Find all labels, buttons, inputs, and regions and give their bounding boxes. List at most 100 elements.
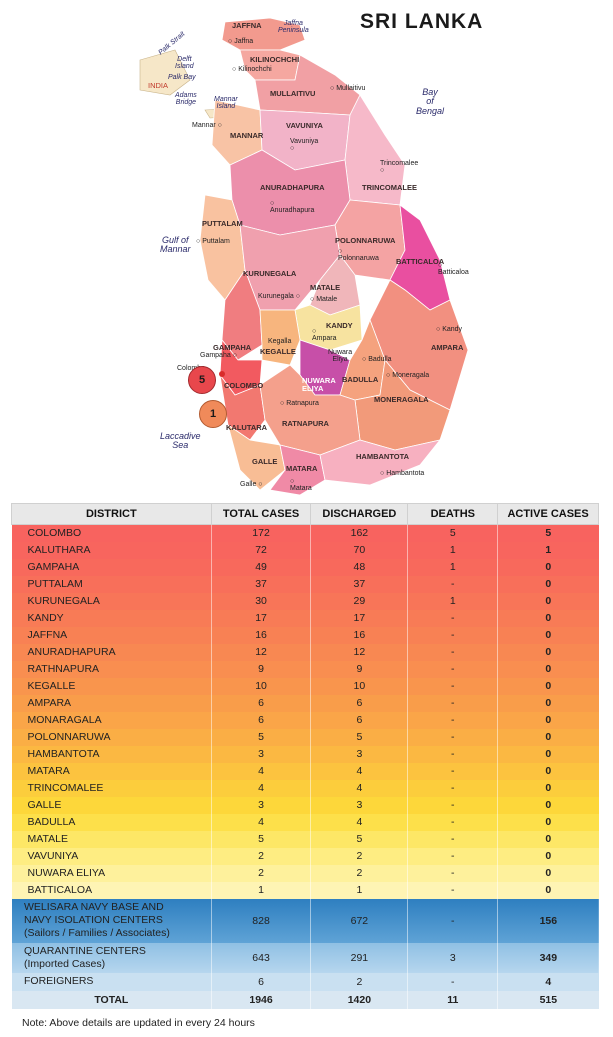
cell-district: TRINCOMALEE bbox=[27, 782, 104, 794]
table-row: KANDY 17 17-0 bbox=[11, 609, 599, 627]
district-shape-ratnapura bbox=[259, 364, 361, 456]
cell-deaths: 1 bbox=[407, 558, 498, 576]
cell-discharged: 4 bbox=[310, 762, 408, 780]
cell-total-cases: 5 bbox=[210, 830, 311, 848]
cell-discharged: 6 bbox=[310, 711, 408, 729]
special-name-line: WELISARA NAVY BASE AND bbox=[24, 901, 164, 913]
cell-deaths: - bbox=[407, 694, 498, 712]
cell-district: POLONNARUWA bbox=[27, 731, 111, 743]
cell-deaths: - bbox=[407, 745, 498, 763]
cell-total-cases: 37 bbox=[210, 575, 311, 593]
table-row: GALLE 3 3-0 bbox=[11, 796, 599, 814]
cell-district: KURUNEGALA bbox=[27, 595, 100, 607]
cell-discharged: 29 bbox=[310, 592, 408, 610]
colombo-dot bbox=[219, 371, 225, 377]
case-marker-colombo[interactable]: 5 bbox=[188, 366, 216, 394]
town-anuradhapura: ○ Anuradhapura bbox=[270, 200, 315, 214]
cell-total-cases: 9 bbox=[210, 660, 311, 678]
cell-total-cases: 5 bbox=[210, 728, 311, 746]
sea-delft-island: Delft Island bbox=[175, 56, 194, 71]
cell-district: KALUTHARA bbox=[27, 544, 91, 556]
district-shape-jaffna bbox=[221, 17, 306, 51]
cell-discharged: 17 bbox=[310, 609, 408, 627]
update-note: Note: Above details are updated in every… bbox=[22, 1017, 255, 1029]
cell-discharged: 3 bbox=[310, 796, 408, 814]
cell-total-cases: 828 bbox=[210, 898, 311, 943]
town-mannar: Mannar ○ bbox=[192, 122, 222, 129]
cell-district: HAMBANTOTA bbox=[27, 748, 100, 760]
cell-discharged: 2 bbox=[310, 864, 408, 882]
total-total-cases: 1946 bbox=[210, 990, 311, 1009]
sea-jaffna-peninsula: Jaffna Peninsula bbox=[278, 20, 309, 35]
special-name-line: FOREIGNERS bbox=[24, 975, 94, 987]
cell-active-cases: 0 bbox=[497, 626, 599, 644]
table-row: KALUTHARA 72 70 1 1 bbox=[11, 541, 599, 559]
cell-active-cases: 0 bbox=[497, 864, 599, 882]
town-matara: ○ Matara bbox=[290, 478, 312, 492]
cell-district: AMPARA bbox=[27, 697, 72, 709]
india-label: INDIA bbox=[148, 81, 169, 90]
district-label-colombo: COLOMBO bbox=[224, 381, 264, 390]
cell-total-cases: 6 bbox=[210, 972, 311, 991]
table-row: MATARA 4 4-0 bbox=[11, 762, 599, 780]
table-row: GAMPAHA 49 48 1 0 bbox=[11, 558, 599, 576]
cell-discharged: 672 bbox=[310, 898, 408, 943]
cell-active-cases: 0 bbox=[497, 762, 599, 780]
cell-deaths: - bbox=[407, 881, 498, 899]
cell-active-cases: 0 bbox=[497, 558, 599, 576]
table-row: JAFFNA 16 16-0 bbox=[11, 626, 599, 644]
district-label-vavuniya: VAVUNIYA bbox=[286, 121, 323, 130]
cell-deaths: 3 bbox=[407, 942, 498, 973]
cell-deaths: 1 bbox=[407, 592, 498, 610]
cell-deaths: - bbox=[407, 898, 498, 943]
cell-district: VAVUNIYA bbox=[27, 850, 79, 862]
cell-deaths: - bbox=[407, 711, 498, 729]
case-marker-kalutara[interactable]: 1 bbox=[199, 400, 227, 428]
cell-total-cases: 30 bbox=[210, 592, 311, 610]
cell-active-cases: 0 bbox=[497, 813, 599, 831]
total-deaths: 11 bbox=[407, 990, 498, 1009]
town-vavuniya: Vavuniya ○ bbox=[290, 138, 319, 152]
cell-total-cases: 4 bbox=[210, 762, 311, 780]
town-puttalam: ○ Puttalam bbox=[196, 238, 230, 245]
cell-discharged: 4 bbox=[310, 779, 408, 797]
cell-total-cases: 17 bbox=[210, 609, 311, 627]
district-label-galle: GALLE bbox=[252, 457, 278, 466]
town-badulla: ○ Badulla bbox=[362, 356, 392, 363]
cell-total-cases: 172 bbox=[210, 524, 311, 542]
table-row: VAVUNIYA 2 2-0 bbox=[11, 847, 599, 865]
cell-discharged: 2 bbox=[310, 972, 408, 991]
cell-discharged: 16 bbox=[310, 626, 408, 644]
town-jaffna: ○ Jaffna bbox=[228, 38, 254, 45]
district-label-ampara: AMPARA bbox=[431, 343, 464, 352]
town-nuwara-eliya: Nuwara Eliya bbox=[328, 349, 353, 363]
cell-active-cases: 0 bbox=[497, 745, 599, 763]
district-label-trincomalee: TRINCOMALEE bbox=[362, 183, 417, 192]
cell-active-cases: 0 bbox=[497, 728, 599, 746]
cell-discharged: 5 bbox=[310, 728, 408, 746]
cell-special-name: QUARANTINE CENTERS (Imported Cases) bbox=[11, 942, 212, 973]
town-ratnapura: ○ Ratnapura bbox=[280, 400, 319, 407]
table-row: RATHNAPURA 9 9-0 bbox=[11, 660, 599, 678]
cell-deaths: 1 bbox=[407, 541, 498, 559]
total-row: TOTAL 1946 1420 11 515 bbox=[11, 990, 599, 1009]
cell-active-cases: 0 bbox=[497, 796, 599, 814]
district-label-puttalam: PUTTALAM bbox=[202, 219, 243, 228]
cell-deaths: - bbox=[407, 575, 498, 593]
cell-discharged: 5 bbox=[310, 830, 408, 848]
cell-deaths: - bbox=[407, 609, 498, 627]
sea-laccadive-sea: Laccadive Sea bbox=[160, 431, 201, 451]
table-row: COLOMBO 172 162 5 5 bbox=[11, 524, 599, 542]
cell-deaths: - bbox=[407, 779, 498, 797]
cell-total-cases: 6 bbox=[210, 694, 311, 712]
map-title: SRI LANKA bbox=[360, 10, 484, 33]
cell-active-cases: 0 bbox=[497, 643, 599, 661]
cell-district: RATHNAPURA bbox=[27, 663, 100, 675]
table-row: PUTTALAM 37 37-0 bbox=[11, 575, 599, 593]
cell-active-cases: 0 bbox=[497, 830, 599, 848]
cell-district: MATARA bbox=[27, 765, 70, 777]
cell-total-cases: 10 bbox=[210, 677, 311, 695]
cell-total-cases: 49 bbox=[210, 558, 311, 576]
special-table-row: QUARANTINE CENTERS (Imported Cases) 643 291… bbox=[11, 942, 599, 973]
cell-total-cases: 4 bbox=[210, 779, 311, 797]
